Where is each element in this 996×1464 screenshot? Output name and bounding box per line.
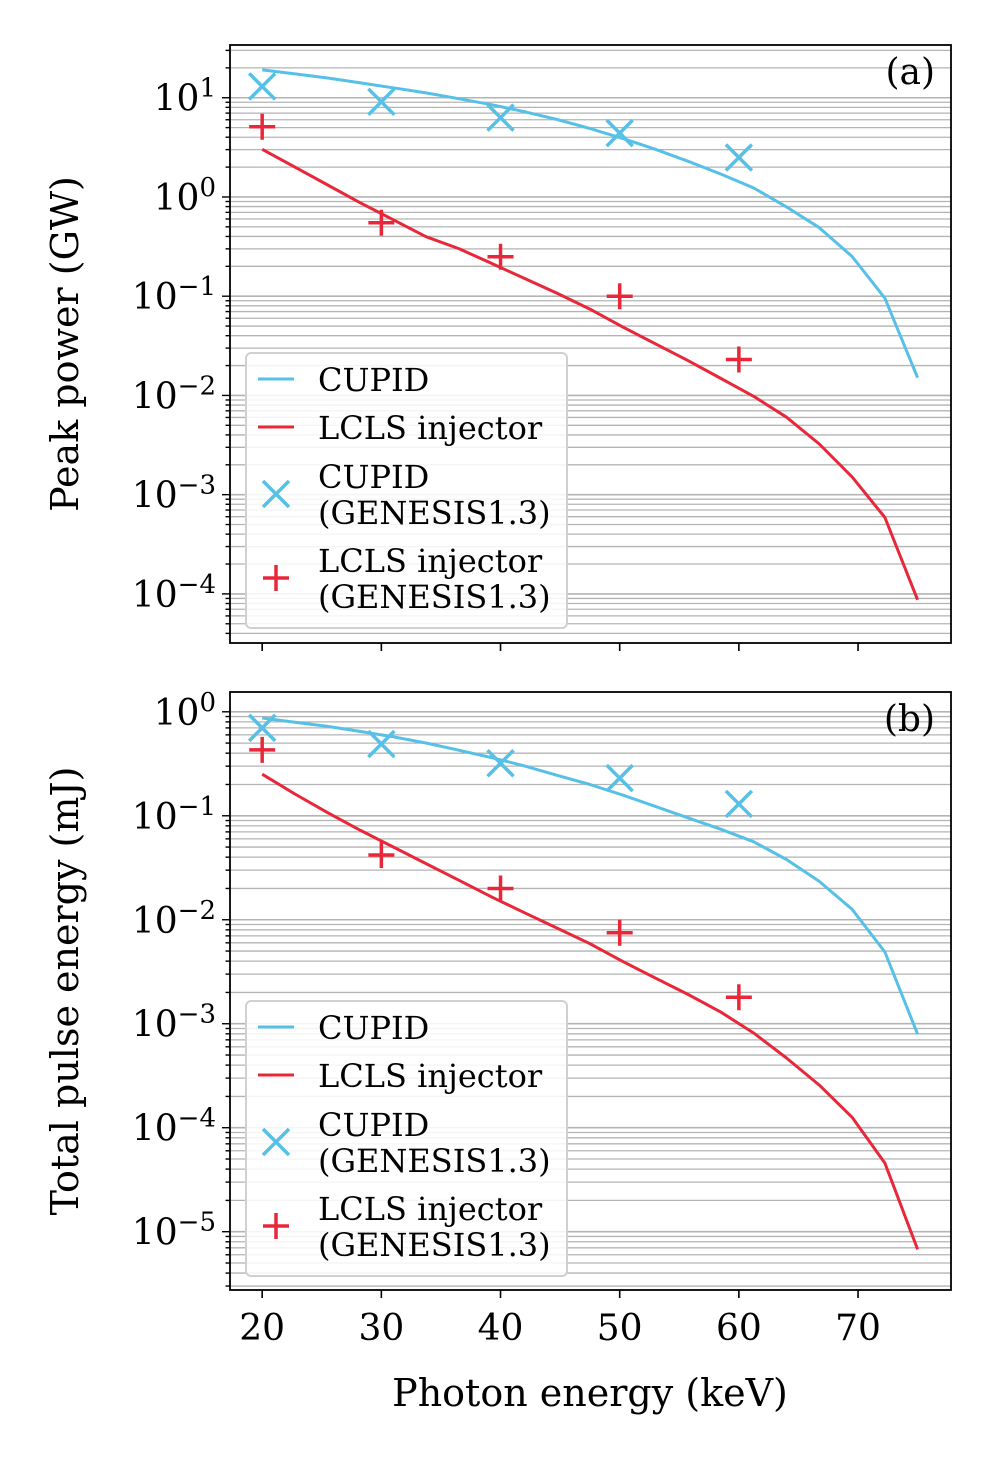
legend-entry: CUPID — [258, 361, 429, 399]
x-tick-label: 40 — [478, 1308, 524, 1349]
legend-entry: LCLS injector — [258, 409, 543, 447]
lcls-genesis-point — [606, 919, 633, 946]
cupid-genesis-point — [247, 713, 277, 743]
legend-label: (GENESIS1.3) — [318, 1142, 551, 1180]
x-tick-label: 70 — [835, 1308, 881, 1349]
x-tick-label: 30 — [358, 1308, 404, 1349]
legend-label: (GENESIS1.3) — [318, 578, 551, 616]
legend-entry: CUPID — [258, 1009, 429, 1047]
panel-label: (b) — [884, 699, 935, 740]
panel-label: (a) — [885, 52, 935, 93]
lcls-genesis-point — [487, 875, 514, 902]
y-tick-label: 10−1 — [132, 792, 216, 838]
legend-frame — [245, 1000, 568, 1277]
legend-label: CUPID — [318, 1009, 429, 1047]
y-axis-label: Peak power (GW) — [43, 176, 87, 512]
y-tick-label: 10−3 — [132, 471, 216, 517]
cupid-genesis-point — [724, 143, 754, 172]
series-line-cupid — [262, 68, 919, 379]
y-tick-label: 10−4 — [132, 1104, 216, 1150]
plot-area — [247, 713, 920, 1250]
axes-frame — [229, 691, 952, 1291]
legend-label: (GENESIS1.3) — [318, 494, 551, 532]
lcls-genesis-point — [606, 283, 633, 310]
lcls-genesis-point — [725, 984, 752, 1011]
y-tick-label: 100 — [154, 173, 216, 219]
series-line-cupid — [262, 716, 919, 1035]
cupid-genesis-point — [605, 763, 634, 793]
lcls-genesis-point — [249, 736, 276, 763]
legend-entry: LCLS injector — [258, 1057, 543, 1095]
y-tick-label: 10−2 — [132, 371, 216, 417]
series-line-lcls-injector — [261, 147, 919, 601]
x-tick-label: 60 — [716, 1308, 762, 1349]
panel-a: 101 100 10−1 10−2 10−3 10−4 Peak power (GW) (a)… — [43, 44, 952, 651]
panel-b: 20 30 40 50 60 70 100 10−1 10−2 10−3 10−4 10−5 Total… — [43, 688, 952, 1349]
cupid-genesis-point — [724, 789, 754, 819]
legend-frame — [245, 352, 568, 629]
legend-entry: LCLS injector(GENESIS1.3) — [263, 1190, 551, 1264]
legend-label: (GENESIS1.3) — [318, 1226, 551, 1264]
y-tick-label: 10−2 — [132, 896, 216, 942]
cupid-genesis-point — [247, 72, 277, 101]
legend-entry: CUPID(GENESIS1.3) — [261, 458, 551, 532]
y-tick-label: 10−4 — [132, 570, 216, 616]
legend-entry: CUPID(GENESIS1.3) — [261, 1106, 551, 1180]
y-tick-label: 101 — [154, 74, 216, 120]
x-tick-label: 50 — [597, 1308, 643, 1349]
plot-area — [247, 68, 919, 601]
legend-label: LCLS injector — [318, 1057, 543, 1095]
legend-x-marker-icon — [261, 1127, 291, 1157]
legend-label: LCLS injector — [318, 542, 543, 580]
grid — [222, 710, 951, 1287]
lcls-genesis-point — [249, 113, 276, 140]
cupid-genesis-point — [367, 729, 396, 759]
grid — [222, 49, 951, 635]
x-axis-label: Photon energy (keV) — [392, 1371, 788, 1415]
y-tick-label: 10−1 — [132, 272, 216, 318]
y-tick-label: 100 — [154, 688, 216, 734]
legend-plus-marker-icon — [263, 565, 289, 591]
y-tick-label: 10−3 — [132, 1000, 216, 1046]
lcls-genesis-point — [725, 346, 752, 373]
legend-plus-marker-icon — [263, 1213, 289, 1239]
lcls-genesis-point — [487, 243, 514, 270]
legend-x-marker-icon — [261, 479, 291, 509]
x-tick-label: 20 — [239, 1308, 285, 1349]
y-axis-label: Total pulse energy (mJ) — [43, 767, 87, 1216]
axes-frame — [229, 44, 952, 644]
legend-entry: LCLS injector(GENESIS1.3) — [263, 542, 551, 616]
legend-label: CUPID — [318, 1106, 429, 1144]
lcls-genesis-point — [368, 209, 395, 236]
y-tick-label: 10−5 — [132, 1208, 216, 1254]
legend-label: LCLS injector — [318, 1190, 543, 1228]
cupid-genesis-point — [486, 103, 515, 132]
series-line-lcls-injector — [261, 772, 920, 1250]
lcls-genesis-point — [368, 841, 395, 868]
legend-label: LCLS injector — [318, 409, 543, 447]
legend-label: CUPID — [318, 361, 429, 399]
legend-label: CUPID — [318, 458, 429, 496]
cupid-genesis-point — [486, 749, 515, 778]
cupid-genesis-point — [605, 118, 634, 148]
cupid-genesis-point — [367, 87, 396, 117]
